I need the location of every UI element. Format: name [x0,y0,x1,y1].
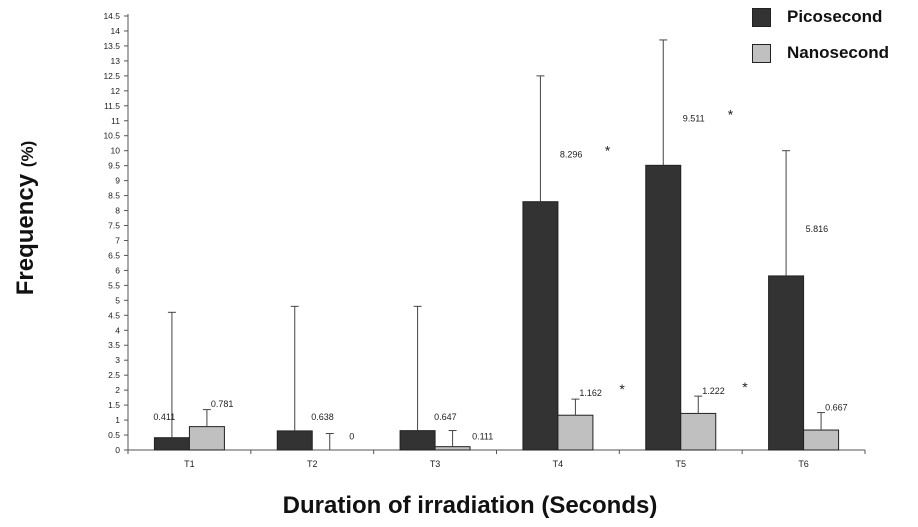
bar-nanosecond [680,412,717,451]
y-tick-label: 6.5 [108,250,120,260]
legend-swatch-nanosecond [752,43,771,63]
bar-nanosecond [434,446,471,451]
x-tick-label: T6 [798,459,809,469]
bar-picosecond [399,430,436,451]
significance-marker: * [605,143,611,159]
y-tick-label: 5.5 [108,280,120,290]
value-label: 0.411 [153,412,175,422]
bar-picosecond [768,275,805,451]
y-tick-label: 4.5 [108,310,120,320]
y-tick-label: 10.5 [103,131,120,141]
legend-item-nanosecond: Nanosecond [752,42,889,64]
y-tick-label: 0.5 [108,430,120,440]
value-label: 1.162 [579,388,602,398]
y-tick-label: 14 [111,26,121,36]
y-axis-title-container: Frequency (%) [6,88,46,348]
significance-marker: * [619,381,625,397]
x-tick-label: T5 [675,459,686,469]
y-axis-title: Frequency (%) [12,141,40,296]
value-label: 0.638 [311,412,334,422]
y-tick-label: 12.5 [103,71,120,81]
bar-picosecond [276,430,313,451]
bar-picosecond [153,437,190,451]
y-tick-label: 11 [111,116,120,126]
y-tick-label: 8 [115,206,120,216]
y-tick-label: 3.5 [108,340,120,350]
value-label: 0.667 [825,403,848,413]
y-tick-label: 13 [111,56,121,66]
x-tick-label: T3 [430,459,441,469]
y-tick-label: 8.5 [108,191,120,201]
significance-marker: * [728,106,734,122]
bar-nanosecond [188,426,225,451]
y-tick-label: 14.5 [103,11,120,21]
value-label: 5.816 [806,224,829,234]
value-label: 0.111 [472,432,493,442]
x-tick-label: T1 [184,459,195,469]
y-tick-label: 3 [115,355,120,365]
y-tick-label: 9 [115,176,120,186]
legend-swatch-picosecond [752,7,771,27]
bar-nanosecond [803,429,840,451]
x-tick-label: T2 [307,459,318,469]
y-tick-label: 9.5 [108,161,120,171]
x-tick-label: T4 [553,459,564,469]
y-tick-label: 11.5 [104,101,120,111]
legend-label-nanosecond: Nanosecond [787,43,890,62]
y-tick-label: 0 [115,445,120,455]
x-axis-title: Duration of irradiation (Seconds) [282,492,658,519]
y-tick-label: 7 [115,235,120,245]
y-tick-label: 5 [115,295,120,305]
y-axis-title-text: Frequency [12,173,39,296]
value-label: 1.222 [702,386,725,396]
significance-marker: * [742,379,748,395]
y-tick-label: 7.5 [108,221,120,231]
y-tick-label: 12 [111,86,121,96]
legend-label-picosecond: Picosecond [787,7,883,26]
bar-picosecond [645,164,682,451]
y-tick-label: 2.5 [108,370,120,380]
value-label: 0.781 [211,399,234,409]
value-label: 0 [349,432,354,442]
value-label: 8.296 [560,150,583,160]
y-tick-label: 6 [115,265,120,275]
y-tick-label: 13.5 [103,41,120,51]
bar-picosecond [522,201,559,451]
y-tick-label: 1.5 [108,400,120,410]
legend: Picosecond Nanosecond [752,6,889,78]
y-tick-label: 4 [115,325,120,335]
y-tick-label: 2 [115,385,120,395]
legend-item-picosecond: Picosecond [752,6,889,28]
value-label: 9.511 [683,113,705,123]
y-tick-label: 1 [115,415,120,425]
y-tick-label: 10 [111,146,121,156]
value-label: 0.647 [434,412,457,422]
y-axis-title-unit: (%) [18,140,37,168]
bar-nanosecond [557,414,594,451]
